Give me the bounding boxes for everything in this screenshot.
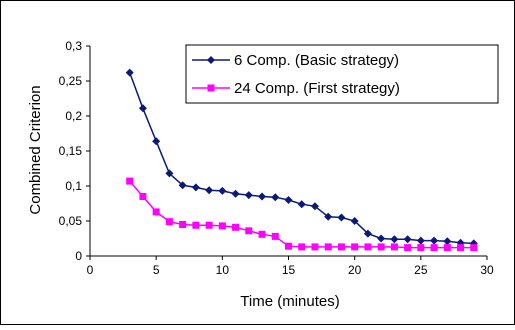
series-2-point xyxy=(258,230,266,238)
x-tick-label: 15 xyxy=(282,263,296,277)
series-2-point xyxy=(443,244,451,252)
series-1-point xyxy=(416,236,425,245)
legend: 6 Comp. (Basic strategy) 24 Comp. (First… xyxy=(185,44,499,104)
series-2-point xyxy=(152,208,160,216)
y-tick-label: 0,1 xyxy=(65,179,82,193)
series-1-point xyxy=(390,235,399,244)
series-1-point xyxy=(152,137,161,146)
series-2-point xyxy=(205,221,213,229)
x-axis-title: Time (minutes) xyxy=(240,293,339,310)
series-1-point xyxy=(138,104,147,113)
series-1-point xyxy=(125,68,134,77)
series-1-point xyxy=(178,181,187,190)
series-1-point xyxy=(271,193,280,202)
series-2-point xyxy=(364,243,372,251)
y-tick-label: 0 xyxy=(75,249,82,263)
series-2-point xyxy=(337,243,345,251)
x-tick-label: 10 xyxy=(216,263,230,277)
series-1-point xyxy=(350,217,359,225)
plot-area: 0 0,05 0,1 0,15 0,2 0,25 0,3 0 5 10 15 20 25 30 xyxy=(59,39,494,277)
series-2-point xyxy=(417,244,425,252)
series-1-point xyxy=(324,212,333,221)
x-tick-label: 25 xyxy=(414,263,428,277)
x-tick-label: 5 xyxy=(153,263,160,277)
legend-label-basic: 6 Comp. (Basic strategy) xyxy=(234,52,399,69)
x-tick-label: 30 xyxy=(480,263,494,277)
y-axis-title: Combined Criterion xyxy=(27,85,44,214)
series-2-point xyxy=(139,193,147,200)
series-2-point xyxy=(245,227,253,235)
series-1-point xyxy=(284,196,293,204)
series-1-point xyxy=(231,189,240,198)
y-tick-label: 0,15 xyxy=(59,144,83,158)
series-1-point xyxy=(297,200,306,209)
series-2-point xyxy=(377,243,385,251)
series-2-point xyxy=(232,223,240,231)
series-2-point xyxy=(351,243,359,251)
series-1-point xyxy=(205,186,214,195)
series-2-point xyxy=(165,218,173,226)
y-tick-label: 0,05 xyxy=(59,214,83,228)
legend-marker-basic xyxy=(207,56,215,64)
series-2-point xyxy=(390,243,398,251)
legend-box xyxy=(185,44,499,104)
x-tick-label: 0 xyxy=(87,263,94,277)
series-2-point xyxy=(126,177,134,185)
legend-marker-first xyxy=(207,84,215,92)
x-tick-label: 20 xyxy=(348,263,362,277)
series-1-point xyxy=(244,191,253,200)
y-tick-label: 0,3 xyxy=(65,39,82,53)
series-1-point xyxy=(218,186,227,195)
series-2-point xyxy=(179,221,187,228)
series-1-point xyxy=(430,236,439,245)
series-1-point xyxy=(310,202,319,211)
series-2-point xyxy=(470,244,478,252)
series-1-point xyxy=(191,183,200,192)
series-2-point xyxy=(324,243,332,251)
series-2-point xyxy=(271,232,279,240)
legend-label-first: 24 Comp. (First strategy) xyxy=(234,80,400,97)
series-2-point xyxy=(298,243,306,251)
y-tick-label: 0,25 xyxy=(59,74,83,88)
series-2-point xyxy=(311,243,319,251)
series-1-point xyxy=(443,237,452,246)
series-1-point xyxy=(258,192,267,201)
series-2-point xyxy=(192,221,200,229)
series-2-point xyxy=(218,222,226,230)
series-2-point xyxy=(285,242,292,250)
y-tick-label: 0,2 xyxy=(65,109,82,123)
series-2-point xyxy=(404,244,412,252)
series-1-point xyxy=(403,235,412,244)
series-2-point xyxy=(457,244,465,252)
series-1-point xyxy=(363,229,372,238)
series-1-point xyxy=(165,169,174,178)
series-2-point xyxy=(430,244,438,252)
series-1-point xyxy=(377,234,386,243)
series-1-point xyxy=(337,213,346,222)
